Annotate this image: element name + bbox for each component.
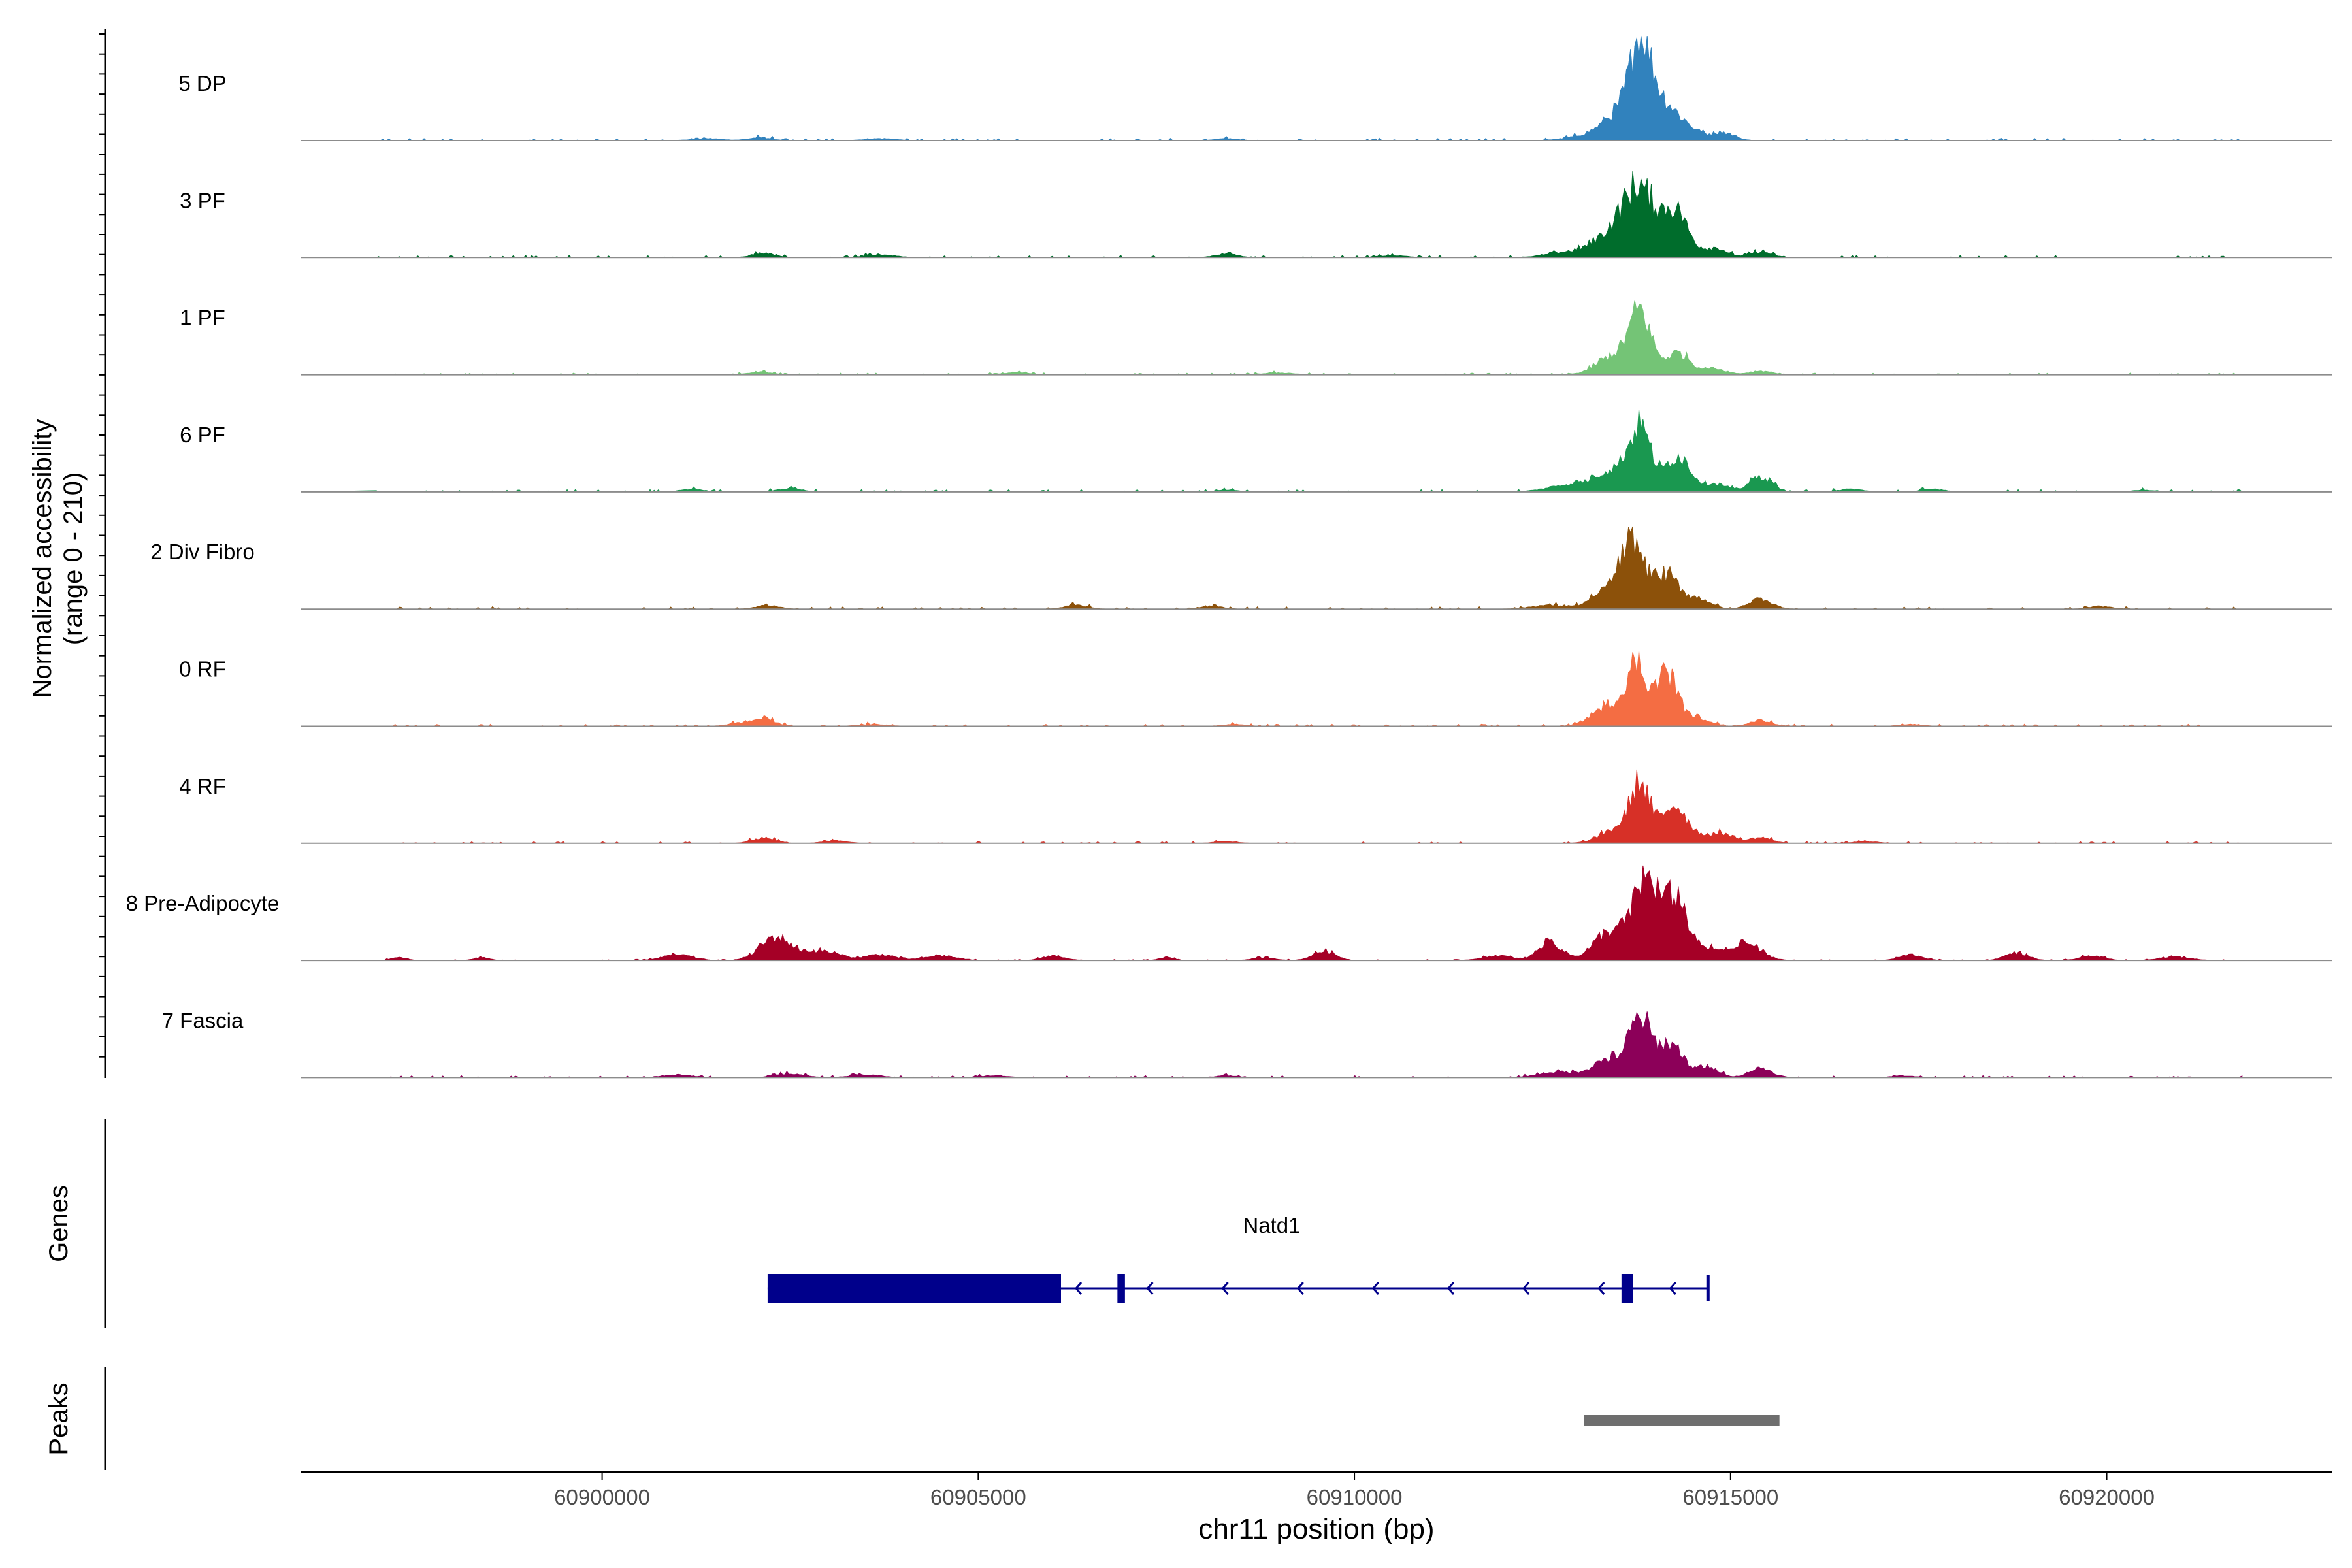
strand-arrow [1075, 1282, 1083, 1295]
coverage-area [301, 769, 2242, 844]
coverage-tracks: 5 DP 3 PF 1 PF 6 PF 2 Div Fibro 0 RF 4 RF 8 Pre… [126, 35, 2332, 1079]
track-1-pf: 1 PF [180, 300, 2332, 376]
track-label: 0 RF [179, 657, 226, 681]
strand-arrow [1371, 1282, 1379, 1295]
y-axis-label-line1: Normalized accessibility [28, 419, 57, 698]
strand-arrow [1447, 1282, 1455, 1295]
gene-exon [767, 1274, 1061, 1303]
coverage-area [301, 526, 2242, 610]
track-label: 5 DP [178, 71, 226, 95]
gene-track [767, 1274, 1710, 1303]
track-label: 8 Pre-Adipocyte [126, 891, 280, 915]
gene-exon [1117, 1274, 1125, 1303]
strand-arrow [1146, 1282, 1154, 1295]
track-4-rf: 4 RF [179, 769, 2332, 844]
x-tick-label: 60905000 [930, 1485, 1026, 1509]
x-tick-label: 60920000 [2059, 1485, 2155, 1509]
strand-arrow [1221, 1282, 1229, 1295]
y-axis-label-line2: (range 0 - 210) [59, 472, 88, 645]
x-tick-label: 60915000 [1682, 1485, 1778, 1509]
track-label: 4 RF [179, 774, 226, 798]
x-axis-ticks: 60900000 60905000 60910000 60915000 60920000 [554, 1472, 2155, 1509]
coverage-y-ticks [99, 33, 105, 1058]
genes-track-label: Genes [44, 1185, 73, 1262]
gene-name-label: Natd1 [1243, 1213, 1300, 1237]
track-7-fascia: 7 Fascia [162, 1008, 2332, 1079]
coverage-area [301, 865, 2242, 961]
strand-arrow [1669, 1282, 1676, 1295]
gene-exon [1621, 1274, 1633, 1303]
coverage-area [301, 1011, 2243, 1079]
coverage-area [301, 300, 2242, 376]
x-axis-label: chr11 position (bp) [1198, 1513, 1434, 1545]
coverage-area [301, 171, 2242, 259]
strand-arrow [1296, 1282, 1304, 1295]
x-tick-label: 60910000 [1307, 1485, 1403, 1509]
track-label: 1 PF [180, 306, 225, 330]
coverage-area [301, 410, 2244, 493]
strand-arrow [1522, 1282, 1530, 1295]
track-5-dp: 5 DP [178, 35, 2332, 141]
track-8-pre-adipocyte: 8 Pre-Adipocyte [126, 865, 2332, 962]
strand-arrow [1597, 1282, 1605, 1295]
peaks-track-label: Peaks [44, 1382, 73, 1455]
coverage-area [301, 35, 2242, 141]
track-label: 3 PF [180, 188, 225, 212]
track-label: 7 Fascia [162, 1008, 244, 1032]
track-0-rf: 0 RF [179, 651, 2332, 727]
track-2-div-fibro: 2 Div Fibro [150, 526, 2332, 610]
peak-track [1584, 1415, 1780, 1426]
track-3-pf: 3 PF [180, 171, 2332, 259]
track-6-pf: 6 PF [180, 410, 2332, 493]
x-tick-label: 60900000 [554, 1485, 650, 1509]
track-label: 2 Div Fibro [150, 540, 255, 564]
coverage-area [301, 651, 2242, 727]
track-label: 6 PF [180, 423, 225, 447]
peak-region [1584, 1415, 1780, 1426]
